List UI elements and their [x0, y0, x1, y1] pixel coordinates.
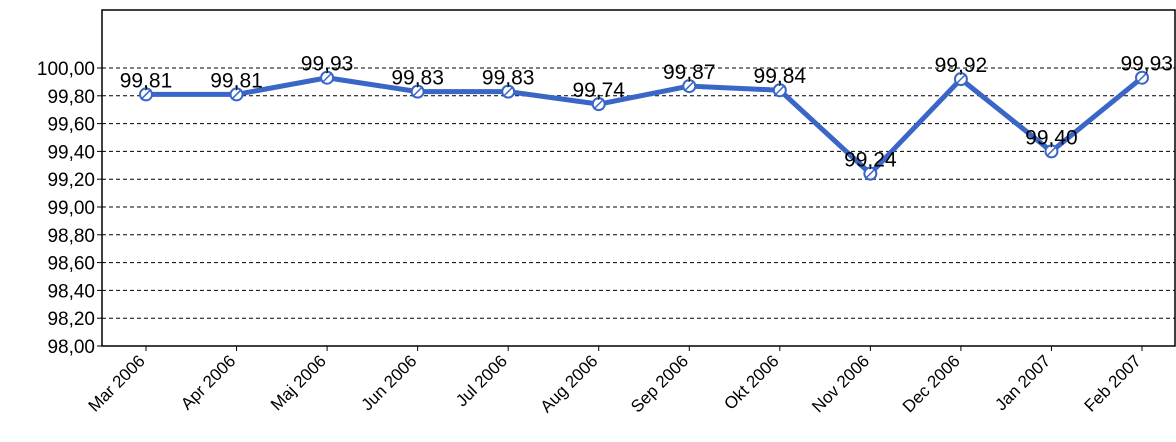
x-tick-label: Nov 2006: [808, 351, 873, 416]
data-label: 99,87: [663, 61, 716, 84]
x-tick-label: Sep 2006: [627, 351, 692, 416]
x-tick-label: Aug 2006: [537, 351, 602, 416]
data-labels: 99,81 99,81 99,93 99,83 99,83 99,74 99,87 99,84…: [120, 53, 1173, 172]
data-point-mark: [321, 72, 333, 84]
data-point-mark: [502, 86, 514, 98]
data-label: 99,83: [482, 67, 535, 90]
y-tick-label: 98,40: [47, 281, 95, 302]
series-line: [143, 75, 1145, 177]
y-tick-label: 99,60: [47, 115, 95, 136]
data-label: 99,93: [1120, 53, 1173, 76]
x-tick-label: Feb 2007: [1081, 351, 1145, 415]
data-label: 99,92: [935, 54, 988, 77]
x-tick-label: Jun 2006: [358, 351, 421, 414]
data-point-mark: [412, 86, 424, 98]
data-label: 99,83: [391, 67, 444, 90]
data-point-mark: [1045, 145, 1057, 157]
x-axis-tick-labels: Mar 2006 Apr 2006 Maj 2006 Jun 2006 Jul 2006…: [85, 346, 1145, 416]
data-point-mark: [955, 73, 967, 85]
plot-area-frame: [101, 9, 1176, 347]
series-line-layer: [139, 70, 1149, 181]
data-label: 99,81: [120, 69, 173, 92]
grid-lines: [97, 67, 1175, 347]
data-point-mark: [864, 168, 876, 180]
x-tick-label: Jan 2007: [991, 351, 1054, 414]
x-tick-label: Jul 2006: [452, 351, 511, 410]
data-point-mark: [231, 88, 243, 100]
data-label: 99,93: [301, 53, 354, 76]
y-axis-tick-labels: 98,00 98,20 98,40 98,60 98,80 99,00 99,20 99,40…: [37, 59, 95, 358]
x-tick-label: Maj 2006: [267, 351, 330, 414]
data-label: 99,84: [754, 65, 807, 88]
data-label: 99,40: [1025, 126, 1078, 149]
y-tick-label: 99,00: [47, 198, 95, 219]
y-tick-label: 98,20: [47, 309, 95, 330]
data-point-mark: [140, 88, 152, 100]
y-tick-label: 98,60: [47, 254, 95, 275]
y-tick-label: 99,40: [47, 142, 95, 163]
x-tick-label: Apr 2006: [177, 351, 239, 413]
y-tick-label: 100,00: [37, 59, 95, 80]
y-tick-label: 98,00: [47, 337, 95, 358]
data-point-mark: [774, 84, 786, 96]
data-point-mark: [683, 80, 695, 92]
data-point-mark: [1136, 72, 1148, 84]
data-label: 99,81: [210, 69, 263, 92]
y-tick-label: 99,80: [47, 87, 95, 108]
data-point-mark: [593, 98, 605, 110]
data-label: 99,24: [844, 149, 897, 172]
x-tick-label: Dec 2006: [899, 351, 964, 416]
y-tick-label: 99,20: [47, 170, 95, 191]
y-tick-label: 98,80: [47, 226, 95, 247]
data-label: 99,74: [572, 79, 625, 102]
x-tick-label: Okt 2006: [720, 351, 782, 413]
x-tick-label: Mar 2006: [85, 351, 149, 415]
